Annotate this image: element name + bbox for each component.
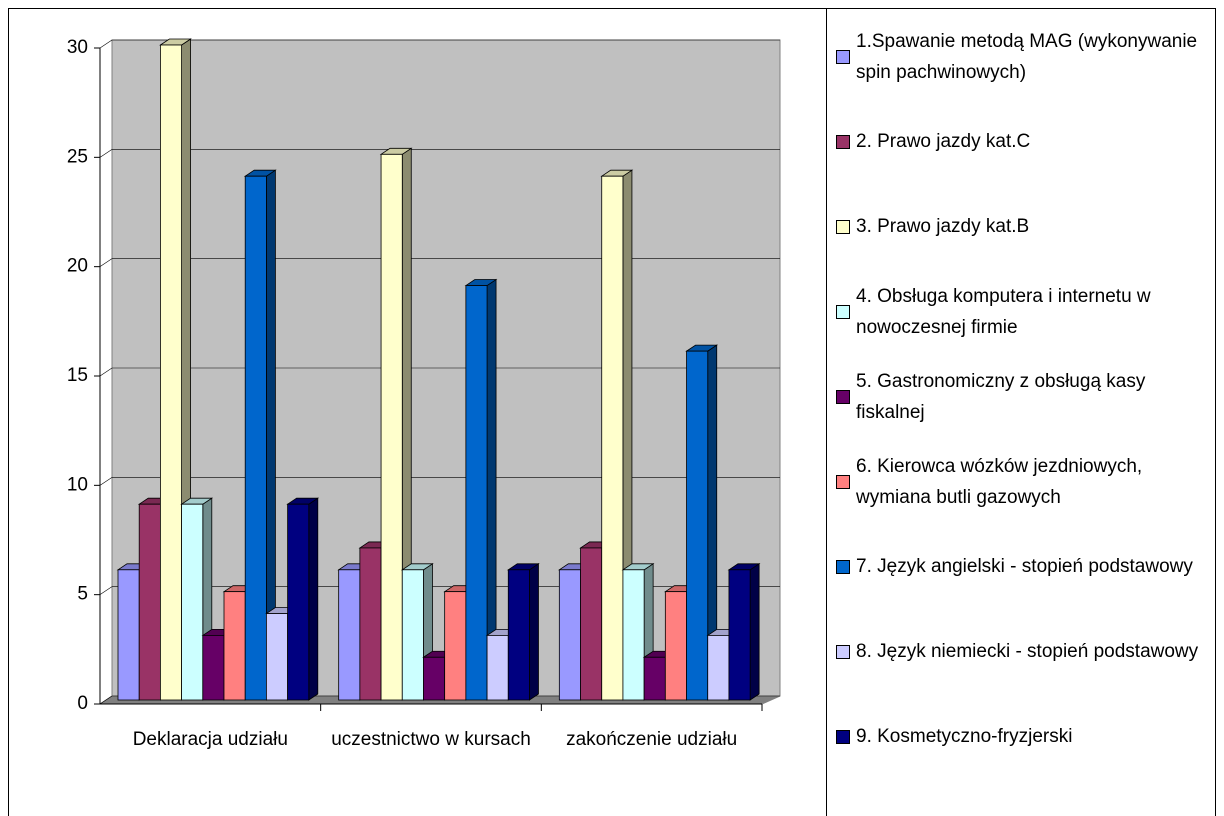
bar	[643, 656, 666, 701]
y-tick-label: 30	[67, 37, 88, 58]
bar	[423, 656, 446, 701]
legend-label: 4. Obsługa komputera i internetu w nowoc…	[856, 285, 1151, 338]
bar	[622, 569, 645, 701]
bar	[117, 569, 140, 701]
legend-item: 6. Kierowca wózków jezdniowych, wymiana …	[836, 439, 1216, 524]
legend-swatch	[836, 729, 850, 744]
x-tick-label: uczestnictwo w kursach	[331, 729, 531, 750]
bar	[444, 591, 467, 701]
bar	[401, 569, 424, 701]
bar	[159, 44, 182, 701]
legend-label: 3. Prawo jazdy kat.B	[856, 216, 1030, 237]
bar	[580, 547, 603, 701]
legend-label: 8. Język niemiecki - stopień podstawowy	[856, 641, 1199, 662]
bar	[380, 153, 403, 701]
grid-line-depth	[99, 258, 113, 267]
grid-line-depth	[99, 149, 113, 158]
legend-item: 9. Kosmetyczno-fryzjerski	[836, 694, 1216, 779]
legend-label: 9. Kosmetyczno-fryzjerski	[856, 726, 1073, 747]
bar	[728, 569, 751, 701]
legend-item: 8. Język niemiecki - stopień podstawowy	[836, 609, 1216, 694]
y-tick-label: 5	[77, 584, 88, 605]
grid-line-depth	[99, 586, 113, 595]
bar	[138, 503, 161, 701]
bar-side	[749, 563, 760, 701]
legend-label: 2. Prawo jazdy kat.C	[856, 131, 1031, 152]
grid-line-depth	[99, 39, 113, 49]
bar-side	[308, 497, 319, 701]
legend-item: 5. Gastronomiczny z obsługą kasy fiskaln…	[836, 354, 1216, 439]
x-tick-label: Deklaracja udziału	[132, 729, 288, 750]
bar	[338, 569, 361, 701]
x-tick-label: zakończenie udziału	[566, 729, 738, 750]
y-tick-label: 20	[67, 256, 88, 277]
bar	[265, 613, 288, 701]
legend-swatch	[836, 389, 850, 404]
bar	[202, 635, 225, 701]
legend-swatch	[836, 304, 850, 319]
bar	[558, 569, 581, 701]
bar	[181, 503, 204, 701]
legend-item: 2. Prawo jazdy kat.C	[836, 99, 1216, 184]
legend-item: 1.Spawanie metodą MAG (wykonywanie spin …	[836, 14, 1216, 99]
bar	[601, 175, 624, 701]
bar	[707, 635, 730, 701]
legend-label: 7. Język angielski - stopień podstawowy	[856, 556, 1193, 577]
bar	[287, 503, 310, 701]
legend: 1.Spawanie metodą MAG (wykonywanie spin …	[836, 14, 1216, 779]
grid-line-depth	[99, 367, 113, 377]
legend-item: 7. Język angielski - stopień podstawowy	[836, 524, 1216, 609]
grid-line-depth	[99, 477, 113, 486]
bar	[244, 175, 267, 701]
legend-item: 4. Obsługa komputera i internetu w nowoc…	[836, 269, 1216, 354]
bar	[664, 591, 687, 701]
bar-side	[529, 563, 539, 701]
legend-label: 1.Spawanie metodą MAG (wykonywanie spin …	[856, 30, 1198, 83]
legend-label: 6. Kierowca wózków jezdniowych, wymiana …	[856, 455, 1143, 508]
legend-swatch	[836, 559, 850, 574]
legend-swatch	[836, 134, 850, 149]
bar	[223, 591, 246, 701]
y-tick-label: 15	[67, 365, 88, 386]
y-tick-label: 25	[67, 146, 88, 167]
legend-item: 3. Prawo jazdy kat.B	[836, 184, 1216, 269]
bar	[359, 547, 382, 701]
bar	[486, 635, 509, 701]
legend-swatch	[836, 474, 850, 489]
y-tick-label: 10	[67, 474, 88, 495]
bar	[507, 569, 530, 701]
legend-label: 5. Gastronomiczny z obsługą kasy fiskaln…	[856, 370, 1146, 423]
frame	[8, 8, 1216, 816]
legend-swatch	[836, 49, 850, 64]
bar	[686, 350, 709, 701]
legend-swatch	[836, 644, 850, 659]
bar	[465, 285, 488, 701]
legend-swatch	[836, 219, 850, 234]
grid-line-depth	[99, 695, 113, 705]
y-tick-label: 0	[77, 693, 88, 714]
